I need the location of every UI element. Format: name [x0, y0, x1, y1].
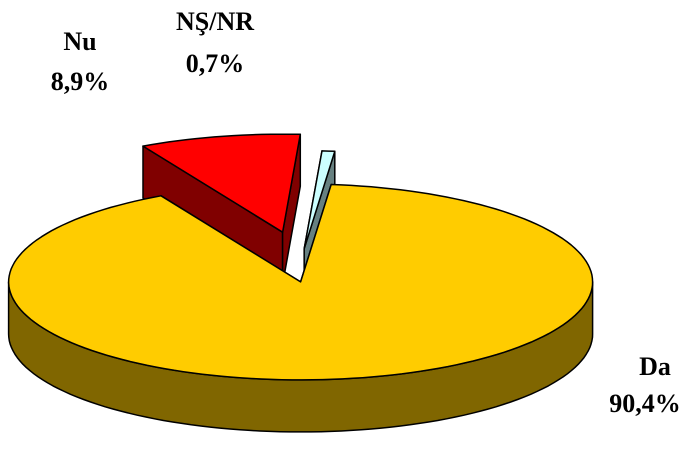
slice-top: [142, 133, 302, 233]
value-label: 8,9%: [51, 67, 110, 96]
category-label: NŞ/NR: [176, 7, 254, 36]
category-label: Da: [639, 352, 671, 381]
value-label: 0,7%: [186, 49, 245, 78]
category-label: Nu: [63, 27, 96, 56]
slice-top: [303, 150, 336, 250]
slice-top: [7, 183, 594, 381]
value-label: 90,4%: [609, 389, 681, 418]
